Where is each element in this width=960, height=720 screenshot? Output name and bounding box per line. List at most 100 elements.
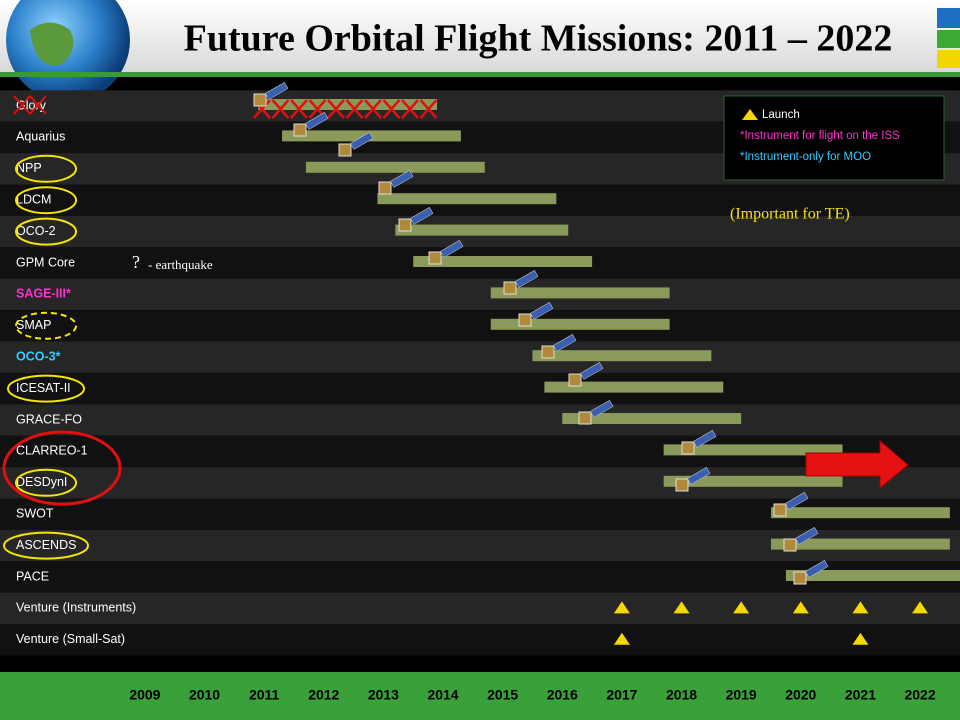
category-label: SMAP	[16, 318, 51, 332]
x-tick-label: 2022	[904, 687, 935, 703]
cancel-cross	[327, 99, 345, 119]
legend-box	[723, 95, 945, 181]
category-label: NPP	[16, 161, 42, 175]
satellite-body	[568, 373, 582, 387]
legend-label: *Instrument for flight on the ISS	[740, 130, 900, 142]
cancel-cross	[382, 99, 401, 119]
mission-bar	[490, 318, 670, 330]
x-tick-label: 2015	[487, 687, 518, 703]
category-label: OCO-2	[16, 224, 56, 238]
satellite-panel	[530, 302, 554, 320]
satellite-panel	[785, 492, 809, 510]
satellite-body	[428, 251, 442, 265]
satellite-panel	[305, 112, 329, 130]
x-tick-label: 2021	[845, 687, 876, 703]
launch-marker	[613, 601, 630, 614]
satellite-body	[338, 143, 352, 157]
cancel-cross	[401, 99, 419, 119]
category-label: OCO-3*	[16, 349, 61, 363]
mission-bar	[663, 444, 843, 456]
mission-bar	[785, 570, 960, 581]
category-label: ASCENDS	[16, 538, 76, 552]
mission-bar	[663, 475, 843, 487]
satellite-body	[293, 123, 307, 137]
cancel-cross	[290, 99, 308, 119]
header-rule	[0, 72, 960, 77]
satellite-body	[503, 281, 517, 295]
annotation: - earthquake	[148, 257, 213, 272]
satellite-body	[253, 93, 267, 107]
launch-marker	[613, 632, 630, 645]
highlight-ellipse	[15, 311, 77, 340]
launch-marker	[733, 601, 750, 614]
x-tick-label: 2018	[666, 687, 697, 703]
category-label: Venture (Instruments)	[16, 601, 136, 615]
satellite-body	[783, 538, 797, 552]
x-tick-label: 2013	[368, 687, 399, 703]
x-tick-label: 2016	[547, 687, 578, 703]
axis-band	[0, 672, 960, 720]
legend-label: Launch	[762, 109, 800, 121]
category-label: LDCM	[16, 192, 51, 206]
x-tick-label: 2020	[785, 687, 816, 703]
annotation: ?	[132, 252, 140, 272]
launch-marker	[792, 601, 809, 614]
satellite-panel	[265, 82, 289, 100]
satellite-panel	[515, 270, 539, 288]
mission-bar	[490, 287, 670, 299]
satellite-panel	[693, 430, 717, 448]
category-label: Aquarius	[16, 130, 65, 144]
satellite-panel	[410, 207, 434, 225]
satellite-panel	[580, 362, 604, 380]
highlight-ellipse	[2, 430, 122, 506]
highlight-ellipse	[15, 217, 77, 246]
satellite-panel	[805, 560, 829, 578]
satellite-panel	[390, 170, 414, 188]
cancel-cross	[364, 99, 382, 119]
highlight-ellipse	[7, 374, 85, 403]
satellite-body	[398, 218, 412, 232]
satellite-body	[773, 503, 787, 517]
cancel-cross	[13, 95, 47, 115]
satellite-body	[675, 478, 689, 492]
satellite-panel	[590, 400, 614, 418]
satellite-panel	[553, 334, 577, 352]
globe-land	[30, 22, 74, 66]
x-tick-label: 2014	[427, 687, 458, 703]
highlight-ellipse	[15, 154, 77, 183]
row-band	[0, 624, 960, 656]
category-label: SWOT	[16, 506, 54, 520]
x-tick-label: 2009	[129, 687, 160, 703]
satellite-body	[541, 345, 555, 359]
launch-marker	[673, 601, 690, 614]
category-label: CLARREO-1	[16, 444, 88, 458]
chart-title: Future Orbital Flight Missions: 2011 – 2…	[184, 18, 893, 60]
mission-bar	[305, 161, 485, 173]
logo-square	[937, 30, 960, 48]
highlight-ellipse	[15, 186, 77, 215]
logo-square	[937, 50, 960, 68]
row-band	[0, 592, 960, 625]
mission-bar	[532, 350, 712, 362]
mission-bar	[562, 413, 742, 424]
satellite-panel	[440, 240, 464, 258]
highlight-ellipse	[15, 468, 77, 497]
mission-bar	[770, 538, 950, 550]
category-label: ICESAT-II	[16, 381, 71, 395]
mission-bar	[258, 99, 438, 110]
x-tick-label: 2019	[726, 687, 757, 703]
row-band	[0, 278, 960, 311]
annotation: (Important for TE)	[730, 206, 850, 223]
category-label: GRACE-FO	[16, 412, 82, 426]
arrow	[805, 439, 909, 490]
launch-marker	[852, 632, 869, 645]
x-tick-label: 2011	[249, 687, 280, 703]
mission-bar	[395, 224, 569, 236]
satellite-body	[793, 571, 807, 585]
satellite-panel	[350, 132, 374, 150]
mission-bar	[377, 193, 557, 205]
satellite-body	[578, 411, 592, 425]
mission-bar	[413, 256, 593, 267]
satellite-panel	[687, 467, 711, 485]
